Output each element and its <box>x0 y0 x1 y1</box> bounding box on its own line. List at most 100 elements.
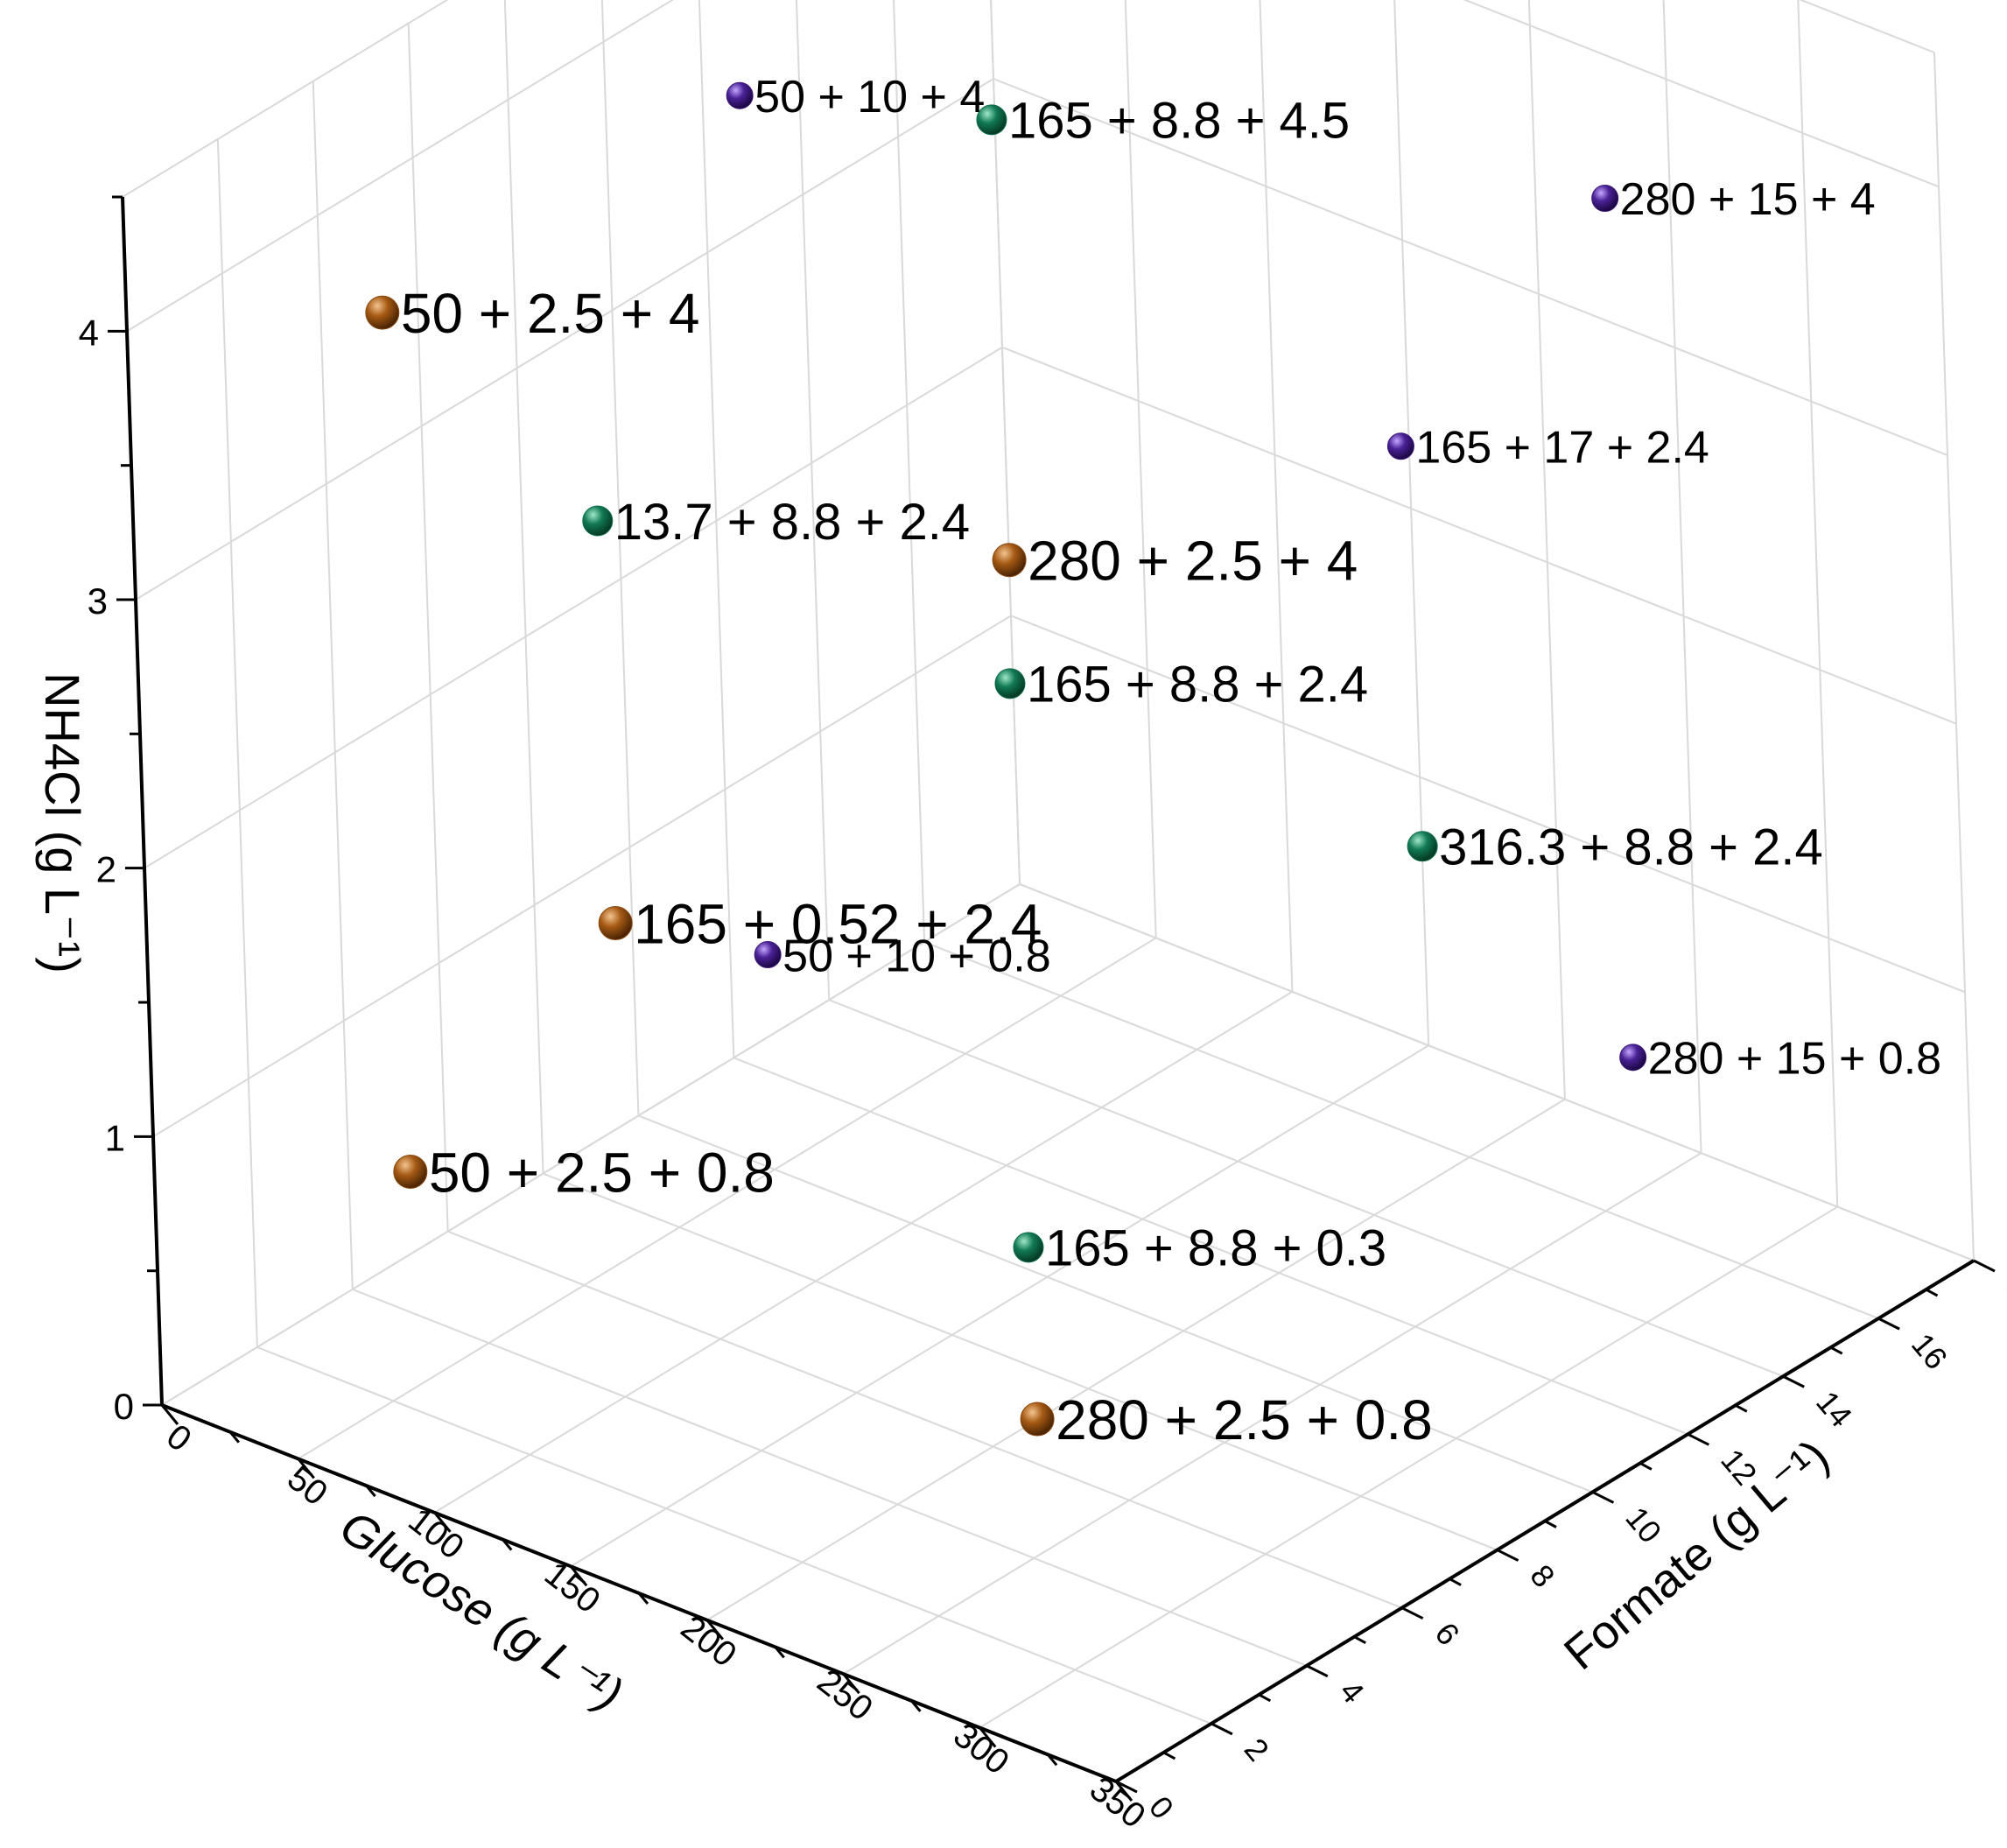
left-wall-grid-line <box>407 23 449 1232</box>
z-tick-label: 3 <box>88 580 108 622</box>
y-minor-tick-mark <box>1162 1751 1176 1760</box>
back-wall-grid-line <box>1662 0 1702 1154</box>
data-point-label: 50 + 2.5 + 0.8 <box>429 1141 775 1204</box>
back-wall-grid-line <box>1527 0 1566 1100</box>
left-wall-grid-line <box>126 0 675 333</box>
data-point <box>976 104 1007 136</box>
x-minor-tick-mark <box>1046 1753 1058 1767</box>
x-tick-label: 200 <box>674 1608 744 1675</box>
back-wall-grid-line <box>1010 615 1966 994</box>
z-tick-label: 4 <box>79 312 99 353</box>
y-tick-mark <box>1496 1549 1519 1562</box>
x-minor-tick-mark <box>365 1485 376 1498</box>
data-point <box>1386 432 1414 460</box>
y-minor-tick-mark <box>1449 1577 1462 1586</box>
back-wall-grid-line <box>1393 0 1430 1046</box>
y-minor-tick-mark <box>1829 1346 1843 1355</box>
floor-grid-line <box>733 1057 1688 1436</box>
x-tick-label: 150 <box>537 1555 607 1621</box>
data-point-label: 280 + 15 + 4 <box>1620 174 1876 225</box>
y-tick-mark <box>1591 1491 1615 1504</box>
x-tick-label: 50 <box>280 1458 334 1513</box>
z-tick-label: 1 <box>105 1117 125 1158</box>
data-point <box>726 81 754 109</box>
y-minor-tick-mark <box>1258 1693 1272 1703</box>
back-wall-grid-line <box>1933 52 1975 1261</box>
left-wall-grid-line <box>161 883 1021 1406</box>
floor-grid-line <box>256 1346 1212 1725</box>
axes: 0501001502002503003500246810121416180123… <box>79 195 2007 1836</box>
y-tick-label: 14 <box>1809 1384 1859 1434</box>
x-minor-tick-mark <box>774 1646 785 1659</box>
y-tick-label: 8 <box>1523 1557 1561 1594</box>
data-point <box>754 941 782 969</box>
y-tick-mark <box>1211 1722 1233 1736</box>
x-tick-mark <box>297 1458 315 1479</box>
x-tick-mark <box>1114 1781 1133 1802</box>
data-point-label: 13.7 + 8.8 + 2.4 <box>614 494 970 551</box>
data-point-label: 50 + 10 + 4 <box>754 72 985 123</box>
floor-grid-line <box>352 1288 1308 1667</box>
y-minor-tick-mark <box>1544 1520 1557 1528</box>
y-tick-mark <box>1877 1317 1900 1331</box>
y-tick-label: 4 <box>1333 1674 1372 1711</box>
floor-grid-line <box>433 991 1293 1514</box>
x-tick-mark <box>160 1404 179 1425</box>
z-axis-title: NH4Cl (g L⁻¹) <box>35 672 90 973</box>
back-wall-grid-line <box>993 78 1948 456</box>
data-point-label: 165 + 17 + 2.4 <box>1415 422 1709 473</box>
y-tick-mark <box>1400 1606 1424 1620</box>
left-wall-grid-line <box>144 346 1003 869</box>
floor-grid-line <box>923 941 1879 1320</box>
y-minor-tick-mark <box>1735 1403 1748 1413</box>
left-wall-grid-line <box>216 138 258 1347</box>
back-wall-grid-line <box>1259 0 1294 992</box>
x-tick-mark <box>569 1565 588 1587</box>
x-tick-mark <box>705 1619 725 1641</box>
left-wall-grid-line <box>312 81 354 1289</box>
x-tick-mark <box>979 1726 997 1748</box>
x-tick-label: 0 <box>159 1417 199 1459</box>
y-tick-label: 6 <box>1428 1615 1467 1652</box>
x-tick-mark <box>433 1511 452 1533</box>
data-point-label: 280 + 15 + 0.8 <box>1648 1034 1941 1085</box>
floor-grid-line <box>543 1172 1498 1551</box>
floor-grid-line <box>570 1044 1429 1568</box>
x-tick-label: 300 <box>946 1716 1016 1782</box>
y-tick-mark <box>1973 1259 1996 1273</box>
data-point <box>365 295 400 330</box>
data-point <box>1407 831 1438 862</box>
y-tick-label: 2 <box>1238 1732 1276 1768</box>
data-point <box>992 543 1027 578</box>
back-wall-grid-line <box>1001 346 1957 725</box>
data-point-label: 316.3 + 8.8 + 2.4 <box>1439 819 1823 876</box>
y-minor-tick-mark <box>1925 1288 1939 1297</box>
left-wall-grid-line <box>152 615 1012 1138</box>
floor-grid-line <box>638 1114 1593 1493</box>
data-point-label: 50 + 10 + 0.8 <box>782 931 1050 981</box>
data-point-label: 165 + 8.8 + 0.3 <box>1045 1220 1386 1277</box>
floor-grid-line <box>828 999 1784 1378</box>
data-point <box>582 505 614 537</box>
y-axis-title: Formate (g L⁻¹) <box>1554 1430 1839 1680</box>
back-wall-grid-line <box>1463 0 1940 188</box>
left-wall-grid-line <box>600 0 640 1116</box>
y-minor-tick-mark <box>1353 1635 1366 1645</box>
left-wall-grid-line <box>795 0 831 1001</box>
data-point-label: 165 + 0.52 + 2.4 <box>634 893 1042 956</box>
z-tick-label: 0 <box>114 1386 134 1427</box>
data-point <box>1020 1402 1055 1437</box>
floor-grid-line <box>447 1230 1403 1609</box>
y-tick-mark <box>1115 1780 1138 1794</box>
data-point-label: 165 + 8.8 + 2.4 <box>1027 657 1368 713</box>
data-point <box>393 1154 428 1189</box>
y-minor-tick-mark <box>1639 1462 1653 1471</box>
data-point <box>994 668 1026 699</box>
x-tick-label: 350 <box>1083 1769 1153 1836</box>
back-wall-grid-line <box>1797 0 1839 1207</box>
back-wall-grid-line <box>1124 0 1157 938</box>
data-point <box>1591 185 1619 212</box>
data-point-label: 280 + 2.5 + 4 <box>1028 530 1358 593</box>
x-tick-label: 250 <box>810 1662 880 1728</box>
